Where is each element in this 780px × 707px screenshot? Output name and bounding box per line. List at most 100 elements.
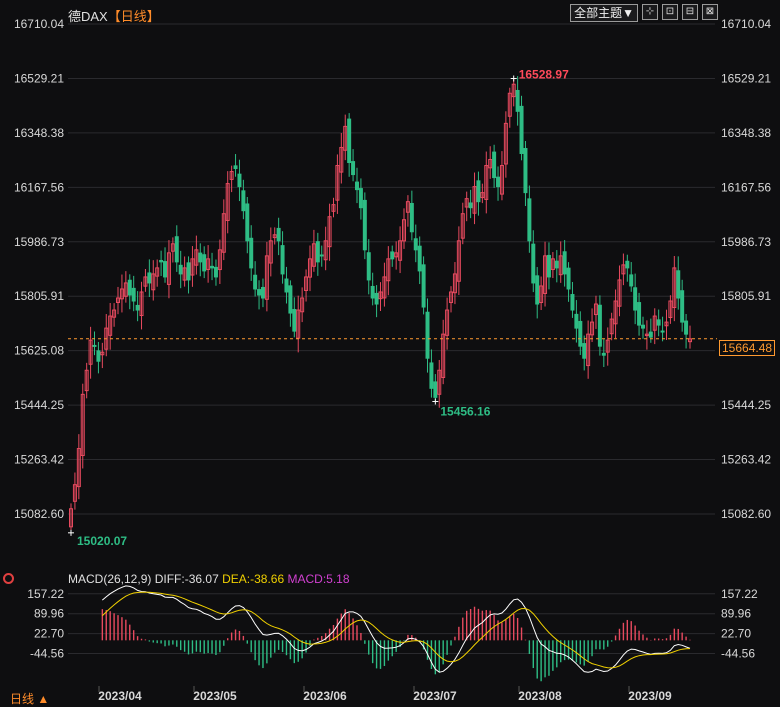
candle-body [178, 264, 183, 275]
candle-body [464, 198, 469, 208]
candle-body [413, 238, 418, 251]
candle-body [190, 258, 195, 276]
candle-body [456, 240, 461, 282]
candle-body [166, 252, 171, 285]
candle-body [343, 125, 348, 151]
candle-body [503, 122, 508, 165]
candle-body [605, 339, 610, 353]
crosshair-icon[interactable]: ⊹ [642, 4, 658, 20]
candle-body [550, 258, 555, 271]
candle-body [292, 309, 297, 332]
candle-body [315, 241, 320, 263]
macd-tick-left: 22.70 [34, 627, 64, 641]
candle-body [507, 92, 512, 117]
candle-body [684, 320, 689, 335]
candle-body [531, 243, 536, 284]
candle-body [601, 352, 606, 356]
macd-tick-left: -44.56 [30, 647, 64, 661]
candle-body [484, 165, 489, 200]
candle-body [80, 393, 85, 457]
candle-body [213, 266, 218, 278]
candle-body [409, 202, 414, 233]
macd-lines [101, 585, 691, 673]
zoom-in-icon[interactable]: ⊡ [662, 4, 678, 20]
last-price-tag: 15664.48 [719, 340, 776, 356]
candle-body [394, 252, 399, 258]
candle-body [351, 161, 356, 176]
candle-body [174, 236, 179, 263]
x-label: 2023/04 [98, 689, 142, 703]
candle-body [127, 279, 132, 296]
theme-select[interactable]: 全部主题▼ [570, 4, 638, 22]
candle-body [237, 173, 242, 188]
candle-body [284, 278, 289, 293]
candle-body [311, 243, 316, 267]
candle-body [492, 151, 497, 179]
candle-body [640, 324, 645, 329]
candle-body [637, 302, 642, 326]
candle-body [660, 330, 665, 333]
candle-body [652, 315, 657, 331]
price-tick-left: 16710.04 [14, 17, 64, 31]
candle-body [593, 303, 598, 316]
high-annotation: 16528.97 [519, 68, 569, 82]
macd-diff-value: DIFF:-36.07 [154, 572, 219, 586]
candle-body [288, 285, 293, 314]
candle-body [92, 344, 97, 347]
candle-body [123, 282, 128, 297]
candle-body [116, 297, 121, 304]
candle-body [182, 267, 187, 281]
price-tick-left: 15444.25 [14, 398, 64, 412]
candle-body [648, 331, 653, 338]
candle-body [425, 311, 430, 359]
diff-line [101, 585, 691, 673]
candle-body [131, 287, 136, 302]
candle-body [386, 258, 391, 282]
candle-body [147, 272, 152, 284]
candle-body [221, 213, 226, 253]
macd-tick-left: 89.96 [34, 607, 64, 621]
x-label: 2023/05 [193, 689, 237, 703]
candle-body [366, 252, 371, 281]
x-label: 2023/06 [303, 689, 347, 703]
candle-body [241, 190, 246, 212]
candle-body [664, 321, 669, 327]
price-grid [68, 23, 715, 515]
macd-tick-right: 89.96 [721, 607, 751, 621]
candle-body [480, 192, 485, 199]
candle-body [680, 290, 685, 323]
close-icon[interactable]: ⊠ [702, 4, 718, 20]
candle-body [433, 381, 438, 398]
chart-header: 德DAX【日线】 [68, 6, 160, 25]
period-selector[interactable]: 日线 ▲ [10, 692, 50, 706]
zoom-out-icon[interactable]: ⊟ [682, 4, 698, 20]
price-tick-left: 15805.91 [14, 289, 64, 303]
candle-body [194, 249, 199, 266]
candle-body [370, 285, 375, 299]
candle-body [488, 159, 493, 169]
candle-body [546, 254, 551, 278]
candle-body [186, 262, 191, 281]
candle-body [496, 176, 501, 188]
candle-body [69, 508, 73, 528]
candle-body [402, 219, 407, 242]
price-tick-right: 16167.56 [721, 180, 771, 194]
price-tick-right: 15444.25 [721, 398, 771, 412]
candle-body [335, 165, 340, 201]
candle-body [519, 105, 524, 154]
period-label[interactable]: 【日线】 [107, 9, 160, 24]
candle-body [143, 276, 148, 287]
macd-tick-left: 157.22 [27, 587, 64, 601]
macd-title[interactable]: MACD(26,12,9) [68, 572, 152, 586]
candle-body [429, 362, 434, 389]
candle-body [225, 183, 230, 221]
indicator-settings-icon[interactable] [3, 573, 14, 584]
candle-body [119, 288, 124, 300]
candle-body [527, 198, 532, 242]
candle-body [307, 258, 312, 278]
price-tick-right: 16348.38 [721, 126, 771, 140]
candle-body [327, 216, 332, 248]
candle-body [535, 275, 540, 305]
candle-body [374, 292, 379, 305]
